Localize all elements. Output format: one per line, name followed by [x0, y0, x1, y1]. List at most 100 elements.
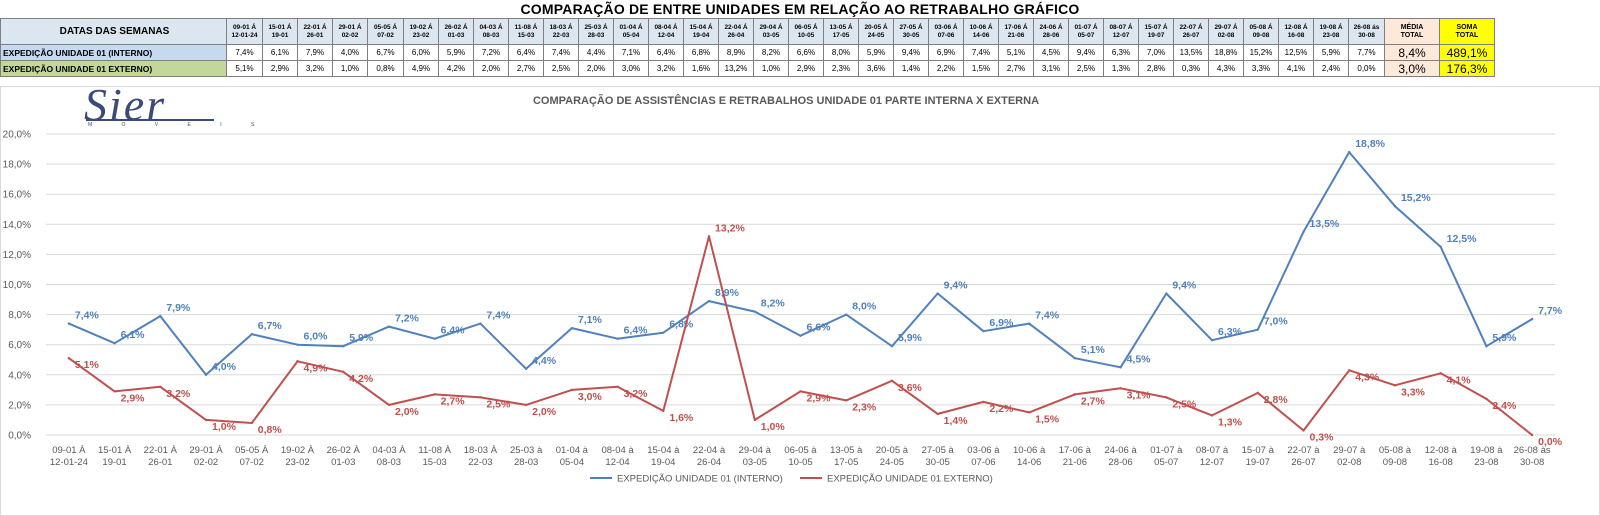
data-point — [982, 400, 985, 404]
week-header-cell: 26-08 ás 30-08 — [1348, 18, 1385, 45]
page-title: COMPARAÇÃO DE ENTRE UNIDADES EM RELAÇÃO … — [520, 1, 1080, 17]
value-cell: 1,3% — [1103, 60, 1139, 77]
value-cell: 6,0% — [403, 44, 439, 61]
data-label: 15,2% — [1401, 192, 1431, 204]
data-label: 2,0% — [532, 406, 557, 418]
data-label: 9,4% — [944, 280, 969, 292]
media-total-cell: 3,0% — [1384, 60, 1440, 77]
value-cell: 0,8% — [367, 60, 404, 77]
value-cell: 2,0% — [578, 60, 614, 77]
week-header-cell: 10-06 Á 14-06 — [963, 18, 999, 45]
data-point — [524, 367, 528, 370]
data-point — [1348, 150, 1351, 154]
data-point — [342, 345, 345, 348]
x-tick-label: 12-04 — [605, 457, 629, 468]
data-label: 4,4% — [532, 355, 557, 367]
data-label: 6,1% — [121, 329, 146, 341]
row-label: EXPEDIÇÃO UNIDADE 01 (INTERNO) — [0, 44, 227, 61]
value-cell: 7,7% — [1348, 44, 1385, 61]
x-tick-label: 29-04 à — [739, 445, 772, 456]
value-cell: 6,3% — [1103, 44, 1139, 61]
y-tick-label: 10,0% — [3, 280, 31, 291]
value-cell: 5,1% — [998, 44, 1034, 61]
value-cell: 5,9% — [438, 44, 474, 61]
week-header-cell: 18-03 Á 22-03 — [543, 18, 579, 45]
value-cell: 2,7% — [998, 60, 1034, 77]
week-header-cell: 12-08 Á 16-08 — [1278, 18, 1314, 45]
data-label: 2,2% — [989, 403, 1014, 415]
data-label: 6,0% — [304, 331, 329, 343]
data-point — [753, 418, 756, 422]
table-header-label: DATAS DAS SEMANAS — [0, 18, 227, 45]
week-header-cell: 24-06 Á 28-06 — [1033, 18, 1069, 45]
data-point — [1210, 338, 1214, 342]
x-tick-label: 13-05 à — [830, 445, 863, 456]
data-label: 7,2% — [395, 313, 420, 325]
value-cell: 1,0% — [753, 60, 789, 77]
data-label: 8,2% — [761, 298, 786, 310]
data-point — [479, 322, 482, 325]
data-label: 1,4% — [944, 415, 969, 427]
data-label: 3,0% — [578, 391, 603, 403]
x-tick-label: 15-03 — [423, 457, 447, 468]
data-label: 4,9% — [304, 362, 329, 374]
x-tick-label: 09-08 — [1383, 457, 1407, 468]
data-point — [616, 385, 619, 389]
x-tick-label: 14-06 — [1017, 457, 1041, 468]
week-header-cell: 15-01 Á 19-01 — [262, 18, 298, 45]
x-tick-label: 04-03 À — [372, 445, 406, 456]
data-point — [936, 412, 939, 416]
data-point — [296, 360, 299, 363]
week-header-cell: 29-01 Á 02-02 — [332, 18, 368, 45]
y-tick-label: 16,0% — [3, 190, 31, 201]
data-label: 6,4% — [624, 325, 649, 337]
value-cell: 4,5% — [1033, 44, 1069, 61]
data-point — [1393, 205, 1397, 208]
data-point — [707, 299, 711, 303]
data-point — [1256, 328, 1259, 331]
line-chart: 0,0% 2,0% 4,0% 6,0% 8,0% 10,0% 12,0% 14,0% 16,0%… — [3, 130, 1563, 485]
week-header-cell: 22-04 Á 26-04 — [718, 18, 754, 45]
data-point — [159, 385, 162, 389]
data-label: 1,0% — [761, 421, 786, 433]
value-cell: 4,3% — [1208, 60, 1244, 77]
x-tick-label: 26-08 às — [1514, 445, 1551, 456]
soma-total-cell: 176,3% — [1439, 60, 1495, 77]
value-cell: 7,4% — [543, 44, 579, 61]
x-tick-label: 09-01 À — [52, 445, 86, 456]
value-cell: 2,5% — [543, 60, 579, 77]
data-point — [1210, 414, 1214, 417]
data-point — [890, 379, 894, 383]
value-cell: 3,2% — [648, 60, 684, 77]
x-tick-label: 17-05 — [834, 457, 858, 468]
data-point — [1439, 372, 1442, 375]
data-label: 8,0% — [852, 301, 877, 313]
y-tick-label: 4,0% — [8, 370, 31, 381]
chart-title: COMPARAÇÃO DE ASSISTÊNCIAS E RETRABALHOS… — [532, 95, 1040, 107]
data-label: 1,5% — [1035, 413, 1060, 425]
data-point — [936, 292, 939, 295]
data-point — [890, 345, 894, 348]
value-cell: 5,9% — [1313, 44, 1349, 61]
x-tick-label: 27-05 à — [922, 445, 955, 456]
data-point — [570, 388, 574, 392]
data-label: 2,9% — [807, 392, 832, 404]
data-label: 5,9% — [1492, 332, 1517, 344]
value-cell: 1,5% — [963, 60, 999, 77]
data-label: 3,1% — [1127, 389, 1152, 401]
x-tick-label: 24-05 — [880, 457, 904, 468]
week-header-cell: 01-04 Á 05-04 — [613, 18, 649, 45]
data-label: 7,4% — [1035, 310, 1060, 322]
week-header-cell: 19-08 Á 23-08 — [1313, 18, 1349, 45]
value-cell: 4,1% — [1278, 60, 1314, 77]
value-cell: 6,8% — [683, 44, 719, 61]
data-label: 2,7% — [1081, 395, 1106, 407]
data-point — [387, 403, 391, 407]
x-tick-label: 18-03 À — [464, 445, 498, 456]
data-label: 9,4% — [1172, 280, 1197, 292]
x-tick-label: 15-04 à — [647, 445, 680, 456]
data-point — [1530, 317, 1534, 321]
value-cell: 2,9% — [262, 60, 298, 77]
x-tick-label: 23-08 — [1474, 457, 1498, 468]
